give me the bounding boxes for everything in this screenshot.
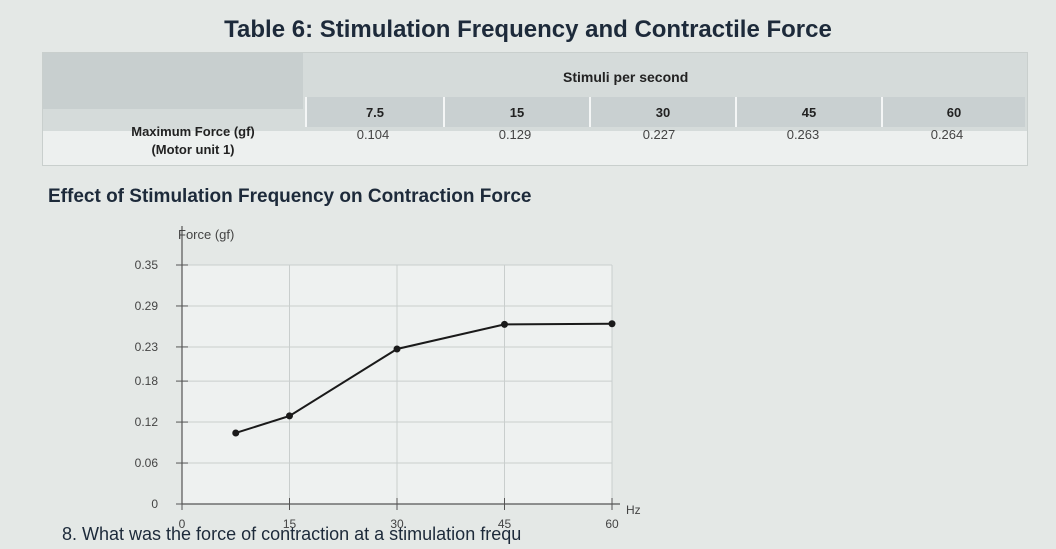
data-point <box>608 320 616 328</box>
value-cell-1: 0.104 <box>356 127 390 142</box>
column-header-1: 7.5 <box>305 97 443 127</box>
table-header-corner <box>43 53 303 109</box>
column-header-4: 45 <box>735 97 881 127</box>
x-axis-label: Hz <box>626 503 641 517</box>
y-tick-label: 0 <box>151 497 158 511</box>
y-tick-label: 0.12 <box>135 415 159 429</box>
question-text: 8. What was the force of contraction at … <box>62 524 522 544</box>
column-header-2: 15 <box>443 97 589 127</box>
row-label-line1: Maximum Force (gf) <box>131 124 255 139</box>
y-axis-label: Force (gf) <box>178 227 234 242</box>
x-tick-label: 15 <box>283 517 297 531</box>
data-point <box>232 429 240 437</box>
stimuli-per-second-header: Stimuli per second <box>563 69 689 85</box>
chart-title: Effect of Stimulation Frequency on Contr… <box>48 186 532 207</box>
y-tick-label: 0.35 <box>135 258 159 272</box>
x-tick-label: 45 <box>498 517 512 531</box>
x-tick-label: 30 <box>390 517 404 531</box>
data-point <box>501 320 508 328</box>
y-tick-label: 0.06 <box>135 456 159 470</box>
data-point <box>393 345 401 353</box>
table-title: Table 6: Stimulation Frequency and Contr… <box>224 16 832 43</box>
y-tick-label: 0.23 <box>135 340 159 354</box>
x-tick-label: 60 <box>605 517 619 531</box>
chart-ticks: 0 0.06 0.12 0.18 0.23 0.29 0.35 0 15 30 45 60 <box>135 258 619 531</box>
row-label-line2: (Motor unit 1) <box>151 142 235 157</box>
frequency-force-table: Stimuli per second 7.5 15 30 45 60 Maxim… <box>42 52 1028 166</box>
chart-grid <box>182 264 613 504</box>
column-header-3: 30 <box>589 97 735 127</box>
value-cell-5: 0.264 <box>930 127 964 142</box>
value-cell-4: 0.263 <box>786 127 820 142</box>
y-tick-label: 0.29 <box>135 299 159 313</box>
x-tick-label: 0 <box>179 517 186 531</box>
data-point <box>286 412 293 420</box>
value-cell-3: 0.227 <box>642 127 676 142</box>
row-label: Maximum Force (gf) (Motor unit 1) <box>83 123 303 159</box>
value-cell-2: 0.129 <box>498 127 532 142</box>
y-tick-label: 0.18 <box>135 374 159 388</box>
chart-axes: Force (gf) Hz <box>178 226 641 517</box>
column-header-5: 60 <box>881 97 1025 127</box>
chart-series <box>232 320 616 437</box>
